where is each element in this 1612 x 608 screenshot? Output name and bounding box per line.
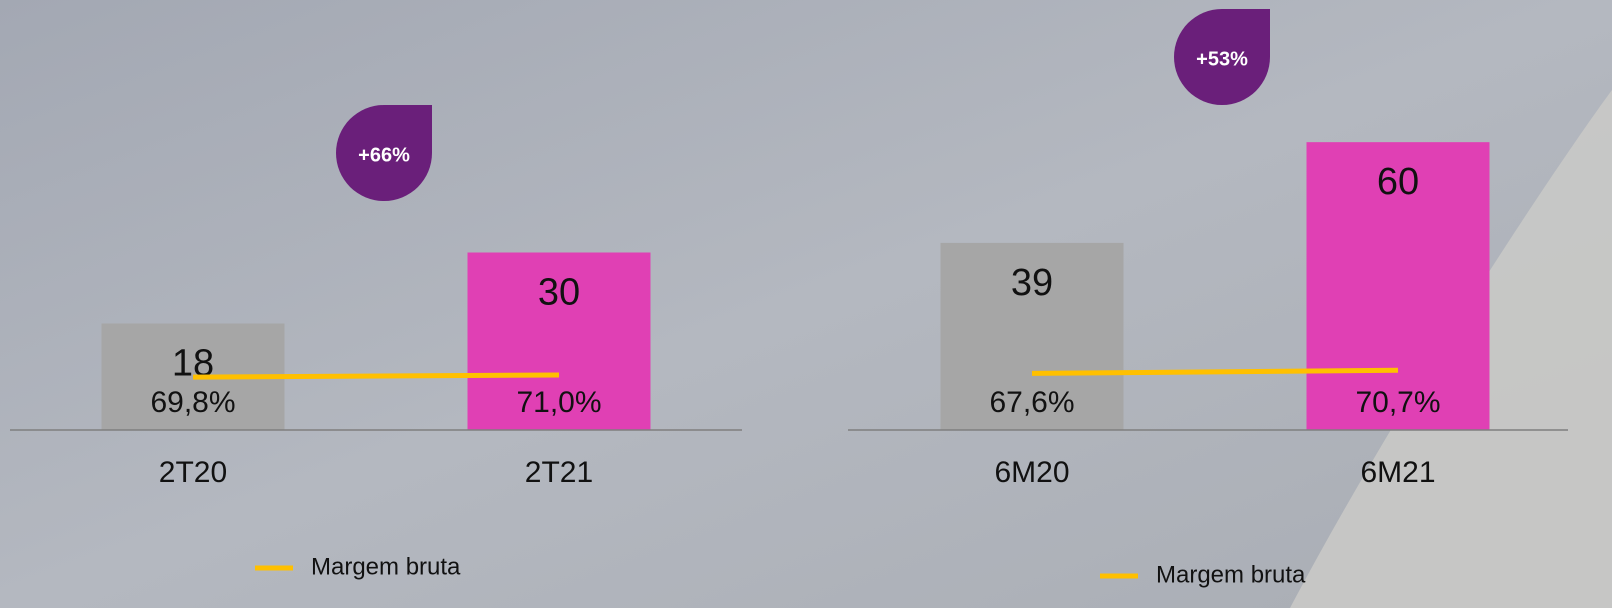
bar-value-label: 30 xyxy=(538,272,580,314)
badge xyxy=(1174,9,1270,105)
x-tick-label: 2T21 xyxy=(525,456,593,489)
bar-value-label: 39 xyxy=(1011,262,1053,304)
line-value-label: 67,6% xyxy=(989,386,1074,419)
badge-label: +66% xyxy=(358,144,410,166)
margin-line xyxy=(1031,367,1399,376)
line-value-label: 69,8% xyxy=(150,386,235,419)
bar xyxy=(467,252,651,430)
badge xyxy=(336,105,432,201)
line-value-label: 70,7% xyxy=(1355,386,1440,419)
x-tick-label: 2T20 xyxy=(159,456,227,489)
bar xyxy=(1306,142,1490,430)
legend-label: Margem bruta xyxy=(311,553,461,580)
margin-line xyxy=(192,372,560,380)
x-tick-label: 6M21 xyxy=(1360,456,1435,489)
x-tick-label: 6M20 xyxy=(994,456,1069,489)
bar-value-label: 60 xyxy=(1377,161,1419,203)
line-value-label: 71,0% xyxy=(516,386,601,419)
legend-label: Margem bruta xyxy=(1156,561,1306,588)
badge-label: +53% xyxy=(1196,48,1248,70)
bar xyxy=(940,242,1124,430)
